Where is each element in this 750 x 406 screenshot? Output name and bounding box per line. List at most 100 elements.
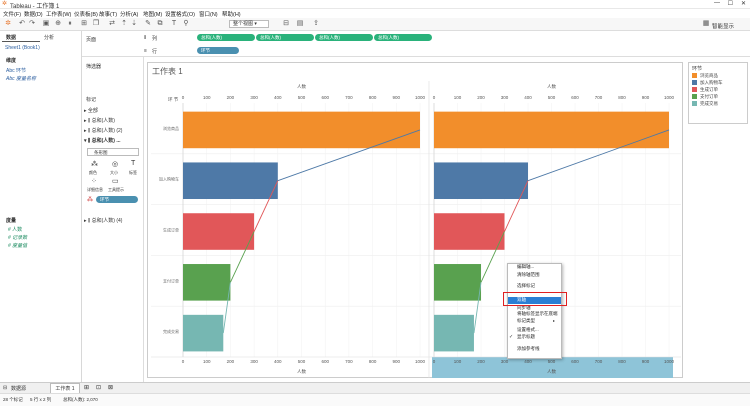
marks-measure-2[interactable]: ▸ ⫼ 总和(人数) (2) bbox=[84, 128, 123, 134]
size-icon[interactable]: ◎ bbox=[112, 161, 119, 168]
context-menu-item[interactable]: 设置格式... bbox=[517, 327, 539, 332]
new-story-icon[interactable]: ⊠ bbox=[108, 385, 114, 391]
datasource-tab[interactable]: 数据源 bbox=[11, 386, 27, 392]
menu-format[interactable]: 设置格式(O) bbox=[165, 12, 195, 18]
mark-pill[interactable]: 环节 bbox=[96, 196, 138, 203]
marks-all[interactable]: ▸ 全部 bbox=[84, 108, 98, 114]
legend-item[interactable]: 完成交易 bbox=[692, 101, 718, 107]
pause-icon[interactable]: ⏸ bbox=[68, 20, 72, 27]
new-datasource-icon[interactable]: ⊕ bbox=[55, 20, 61, 27]
bar[interactable] bbox=[434, 213, 505, 250]
context-menu-item[interactable]: 显示标题 bbox=[517, 334, 535, 339]
color-button-label: 颜色 bbox=[89, 170, 97, 175]
category-label: 完成交易 bbox=[163, 328, 179, 334]
row-pill[interactable]: 环节 bbox=[197, 47, 239, 54]
color-icon[interactable]: ⁂ bbox=[91, 161, 98, 168]
bar[interactable] bbox=[183, 264, 231, 301]
tick-label-bottom: 1000 bbox=[664, 359, 675, 364]
legend-item[interactable]: 生成订单 bbox=[692, 87, 718, 93]
context-menu-item[interactable]: 双轴 bbox=[517, 297, 526, 302]
new-dashboard-icon[interactable]: ⊡ bbox=[96, 385, 102, 391]
undo-icon[interactable]: ↶ bbox=[19, 20, 25, 27]
column-pill[interactable]: 总和(人数) bbox=[315, 34, 373, 41]
axis-title-bottom: 人数 bbox=[297, 368, 306, 375]
menu-worksheet[interactable]: 工作表(W) bbox=[46, 12, 72, 18]
dimension-field[interactable]: Abc 环节 bbox=[6, 68, 27, 74]
duplicate-icon[interactable]: ❐ bbox=[92, 20, 100, 27]
redo-icon[interactable]: ↷ bbox=[29, 20, 35, 27]
tableau-home-icon[interactable]: ✲ bbox=[5, 20, 11, 27]
tab-analysis[interactable]: 分析 bbox=[44, 35, 55, 41]
marks-measure-3[interactable]: ▾ ⫼ 总和(人数) ... bbox=[84, 138, 121, 144]
close-icon[interactable]: ✕ bbox=[740, 1, 746, 7]
maximize-icon[interactable]: ☐ bbox=[727, 1, 733, 7]
menu-help[interactable]: 帮助(H) bbox=[222, 12, 241, 18]
fix-axes-icon[interactable]: ⊟ bbox=[283, 20, 289, 27]
bar[interactable] bbox=[183, 162, 278, 200]
menu-story[interactable]: 故事(T) bbox=[99, 12, 118, 18]
measure-field[interactable]: # 记录数 bbox=[8, 235, 28, 241]
context-menu-item[interactable]: 标记类型 bbox=[517, 318, 535, 323]
bar[interactable] bbox=[434, 314, 474, 352]
dimension-field[interactable]: Abc 度量名称 bbox=[6, 76, 37, 82]
context-menu-item[interactable]: 选择标记 bbox=[517, 283, 535, 288]
datasource-name[interactable]: Sheet1 (Book1) bbox=[5, 45, 40, 51]
share-icon[interactable]: ⇪ bbox=[313, 20, 319, 27]
funnel-line bbox=[222, 282, 231, 334]
tick-label-top: 500 bbox=[298, 95, 306, 100]
legend-item[interactable]: 浏览商品 bbox=[692, 73, 718, 79]
bar[interactable] bbox=[434, 162, 528, 200]
legend-item[interactable]: 支付订单 bbox=[692, 94, 718, 100]
presentation-icon[interactable]: ▤ bbox=[296, 20, 304, 27]
bar[interactable] bbox=[183, 213, 255, 250]
save-icon[interactable]: ▣ bbox=[42, 20, 50, 27]
measure-field[interactable]: # 人数 bbox=[8, 227, 23, 233]
highlight-icon[interactable]: ✎ bbox=[145, 20, 151, 27]
show-me-label[interactable]: 智能显示 bbox=[712, 24, 735, 30]
context-menu-item[interactable]: 同步轴 bbox=[517, 305, 531, 310]
show-me-icon[interactable]: ▦ bbox=[702, 20, 710, 27]
measure-field[interactable]: # 度量值 bbox=[8, 243, 28, 249]
context-menu-item[interactable]: 将轴标签显示在底端 bbox=[517, 311, 558, 316]
bar[interactable] bbox=[183, 111, 420, 149]
fit-view-dropdown[interactable]: 整个视图 ▾ bbox=[229, 20, 269, 28]
new-worksheet-icon[interactable]: ⊞ bbox=[84, 385, 90, 391]
group-icon[interactable]: ⧉ bbox=[157, 20, 163, 27]
new-sheet-icon[interactable]: ⊞ bbox=[81, 20, 87, 27]
bar[interactable] bbox=[183, 314, 224, 352]
context-menu-item[interactable]: 添加参考线 bbox=[517, 346, 540, 351]
label-icon[interactable]: T bbox=[131, 160, 136, 167]
minimize-icon[interactable]: — bbox=[714, 0, 720, 6]
legend-item[interactable]: 加入购物车 bbox=[692, 80, 723, 86]
context-menu-item[interactable]: 清除轴范围 bbox=[517, 272, 540, 277]
menu-window[interactable]: 窗口(N) bbox=[199, 12, 218, 18]
dimension-label: 环节 bbox=[16, 68, 27, 74]
tab-data[interactable]: 数据 bbox=[6, 35, 17, 41]
menu-analysis[interactable]: 分析(A) bbox=[120, 12, 139, 18]
tooltip-icon[interactable]: ▭ bbox=[112, 178, 119, 185]
menu-data[interactable]: 数据(D) bbox=[24, 12, 43, 18]
column-pill[interactable]: 总和(人数) bbox=[374, 34, 432, 41]
sort-asc-icon[interactable]: ⇡ bbox=[121, 20, 127, 27]
marks-measure-1[interactable]: ▸ ⫼ 总和(人数) bbox=[84, 118, 115, 124]
bar[interactable] bbox=[434, 264, 481, 301]
dimension-label: 度量名称 bbox=[16, 76, 37, 82]
menu-file[interactable]: 文件(F) bbox=[3, 12, 22, 18]
detail-icon[interactable]: ⁘ bbox=[91, 178, 97, 185]
mark-type-dropdown[interactable]: 条形图 bbox=[87, 148, 139, 156]
category-label: 支付订单 bbox=[163, 277, 179, 283]
pin-icon[interactable]: ⚲ bbox=[183, 20, 189, 27]
menu-map[interactable]: 地图(M) bbox=[143, 12, 163, 18]
tick-label-bottom: 400 bbox=[524, 359, 532, 364]
context-menu-item[interactable]: 编辑轴... bbox=[517, 264, 535, 269]
sheet-tab[interactable]: 工作表 1 bbox=[50, 383, 80, 393]
axis-title-bottom: 人数 bbox=[547, 368, 556, 375]
bar[interactable] bbox=[434, 111, 669, 149]
column-pill[interactable]: 总和(人数) bbox=[256, 34, 314, 41]
swap-icon[interactable]: ⇄ bbox=[109, 20, 115, 27]
label-icon[interactable]: T bbox=[171, 20, 177, 27]
menu-dashboard[interactable]: 仪表板(B) bbox=[74, 12, 98, 18]
sort-desc-icon[interactable]: ⇣ bbox=[131, 20, 137, 27]
marks-measure-4[interactable]: ▸ ⫼ 总和(人数) (4) bbox=[84, 218, 123, 224]
column-pill[interactable]: 总和(人数) bbox=[197, 34, 255, 41]
